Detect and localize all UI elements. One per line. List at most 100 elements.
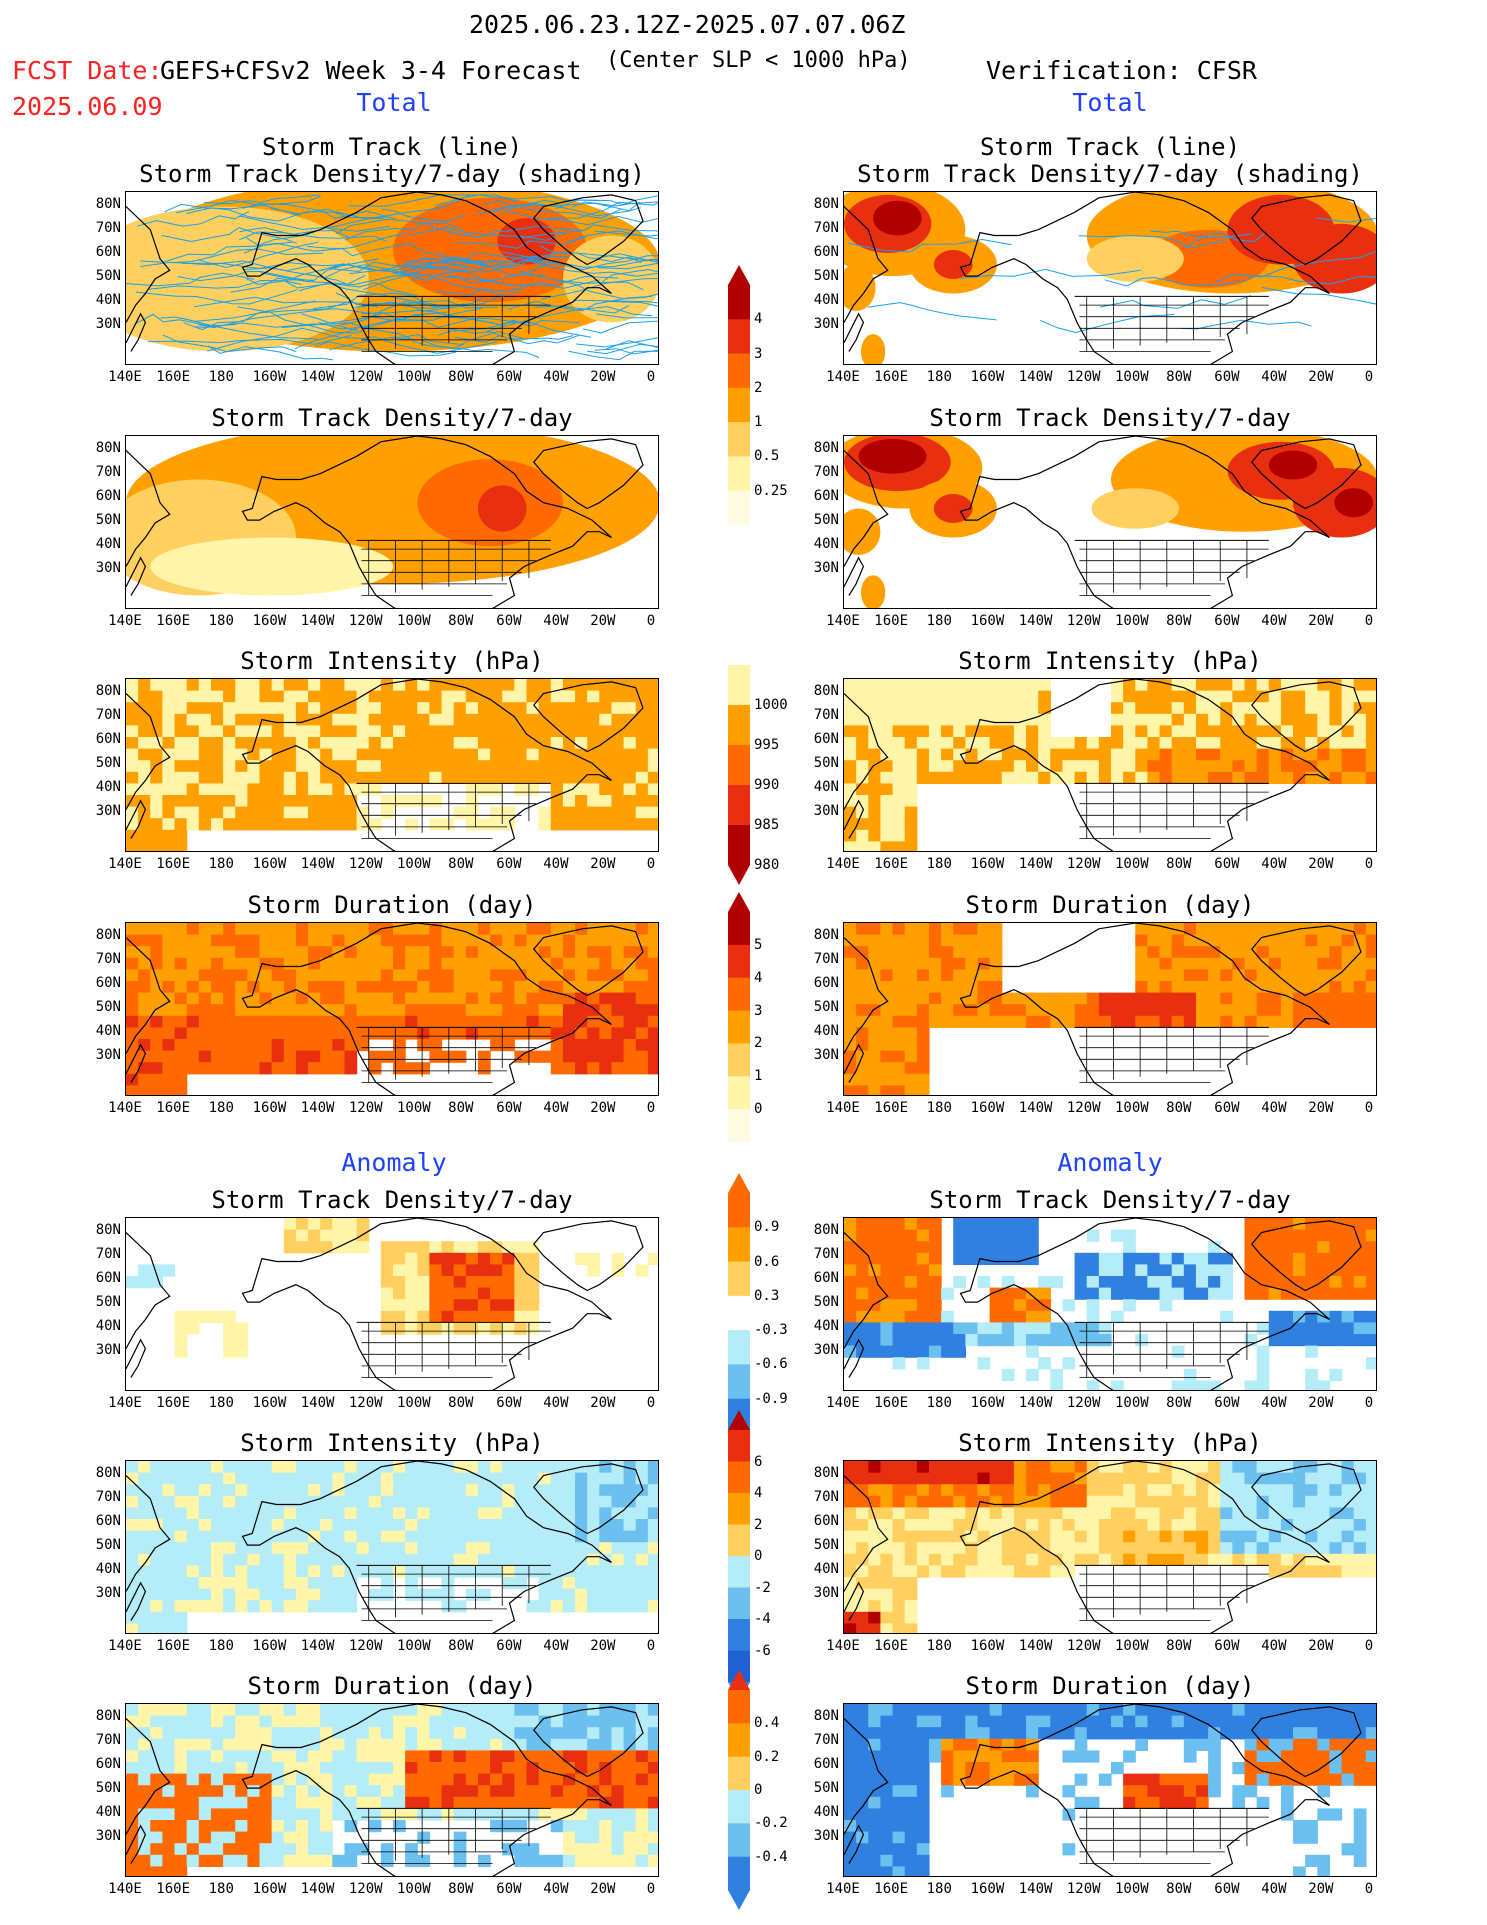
- lon-label: 160E: [874, 1638, 908, 1654]
- coastline: [1251, 681, 1362, 753]
- state-borders: [1079, 1322, 1269, 1378]
- lon-label: 0: [1364, 1881, 1374, 1897]
- colorbar-label: 1: [754, 414, 763, 431]
- map-intensity-verify-title: Storm Intensity (hPa): [830, 648, 1390, 675]
- lat-label: 80N: [95, 683, 121, 699]
- lon-label: 180: [208, 856, 234, 872]
- lat-label: 60N: [95, 1270, 121, 1286]
- shading-region: [477, 485, 527, 532]
- lon-label: 140E: [826, 1881, 860, 1897]
- lon-label: 160W: [252, 856, 287, 872]
- lon-label: 80W: [1166, 1395, 1192, 1411]
- lon-label: 0: [646, 369, 656, 385]
- lon-label: 140E: [108, 1395, 142, 1411]
- lon-label: 140E: [826, 613, 860, 629]
- lat-label: 40N: [813, 1561, 839, 1577]
- lat-label: 60N: [95, 731, 121, 747]
- lon-label: 120W: [1066, 369, 1101, 385]
- lon-label: 120W: [1066, 1638, 1101, 1654]
- coastline: [126, 799, 147, 839]
- lon-label: 180: [208, 1395, 234, 1411]
- fcst-date-value: 2025.06.09: [12, 92, 163, 121]
- lon-label: 20W: [1308, 1638, 1334, 1654]
- shading-region: [150, 537, 393, 596]
- lon-label: 140W: [300, 1395, 335, 1411]
- lon-label: 180: [926, 1395, 952, 1411]
- lat-label: 70N: [95, 464, 121, 480]
- lat-label: 40N: [95, 1318, 121, 1334]
- lon-label: 160W: [252, 613, 287, 629]
- coastline: [126, 937, 171, 1054]
- coastline: [126, 1232, 171, 1349]
- lon-label: 140W: [300, 1881, 335, 1897]
- lat-label: 40N: [813, 1023, 839, 1039]
- colorbar-segment: [728, 319, 750, 355]
- colorbar-segment: [728, 1227, 750, 1263]
- colorbar-arrow-bottom: [728, 865, 750, 885]
- lat-label: 30N: [95, 1047, 121, 1063]
- panel-title-line: Storm Duration (day): [965, 891, 1255, 919]
- lat-label: 70N: [813, 1732, 839, 1748]
- lat-label: 30N: [95, 803, 121, 819]
- lon-label: 140E: [108, 1638, 142, 1654]
- coastline: [533, 1706, 644, 1778]
- coastline: [533, 925, 644, 997]
- lon-label: 180: [208, 613, 234, 629]
- lon-label: 40W: [1261, 856, 1287, 872]
- map-duration-forecast-title: Storm Duration (day): [112, 892, 672, 919]
- lon-label: 60W: [1214, 369, 1240, 385]
- lat-label: 60N: [95, 1513, 121, 1529]
- colorbar-label: 5: [754, 936, 763, 953]
- lon-label: 160W: [252, 369, 287, 385]
- colorbar-total-intensity: [728, 645, 750, 885]
- lon-label: 60W: [496, 1395, 522, 1411]
- lon-label: 140W: [300, 1638, 335, 1654]
- lon-label: 60W: [496, 613, 522, 629]
- lon-label: 60W: [1214, 1395, 1240, 1411]
- map-intensity-forecast: [125, 678, 659, 852]
- lon-label: 180: [926, 1100, 952, 1116]
- panel-title-line: Storm Track Density/7-day: [211, 404, 573, 432]
- coastline: [533, 1220, 644, 1292]
- map-anom-intensity-forecast-title: Storm Intensity (hPa): [112, 1430, 672, 1457]
- colorbar-anom-intensity: [728, 1410, 750, 1702]
- colorbar-label: 0: [754, 1782, 763, 1798]
- lon-label: 140E: [826, 1638, 860, 1654]
- lat-label: 80N: [813, 196, 839, 212]
- colorbar-label: 995: [754, 737, 780, 753]
- map-anom-density-forecast: [125, 1217, 659, 1391]
- lon-label: 120W: [348, 369, 383, 385]
- section-total-right: Total: [1072, 88, 1148, 117]
- colorbar-segment: [728, 1076, 750, 1110]
- lat-label: 30N: [813, 316, 839, 332]
- panel-title-line: Storm Intensity (hPa): [240, 1429, 544, 1457]
- lat-label: 80N: [813, 683, 839, 699]
- lat-label: 50N: [95, 1780, 121, 1796]
- panel-title-line: Storm Intensity (hPa): [958, 647, 1262, 675]
- map-anom-intensity-verify-title: Storm Intensity (hPa): [830, 1430, 1390, 1457]
- lon-label: 180: [926, 856, 952, 872]
- lat-label: 50N: [95, 268, 121, 284]
- lat-label: 80N: [95, 1465, 121, 1481]
- lon-label: 160W: [252, 1100, 287, 1116]
- colorbar-arrow-bottom: [728, 1142, 750, 1162]
- coastline: [533, 681, 644, 753]
- grid-shading: [844, 679, 1376, 851]
- lon-label: 180: [208, 369, 234, 385]
- lat-label: 40N: [95, 1561, 121, 1577]
- lon-label: 120W: [348, 1100, 383, 1116]
- lon-label: 60W: [1214, 1881, 1240, 1897]
- lon-label: 100W: [1115, 613, 1149, 629]
- lat-label: 60N: [95, 1756, 121, 1772]
- lon-label: 140E: [826, 856, 860, 872]
- coastline: [844, 1581, 865, 1621]
- lat-label: 70N: [95, 1489, 121, 1505]
- lat-label: 40N: [95, 292, 121, 308]
- map-density-forecast-title: Storm Track Density/7-day: [112, 405, 672, 432]
- lat-label: 60N: [95, 244, 121, 260]
- lon-label: 160E: [874, 1881, 908, 1897]
- shading-region: [860, 334, 886, 364]
- map-track-verify: [843, 191, 1377, 365]
- lon-label: 120W: [1066, 613, 1101, 629]
- coastline: [241, 679, 612, 851]
